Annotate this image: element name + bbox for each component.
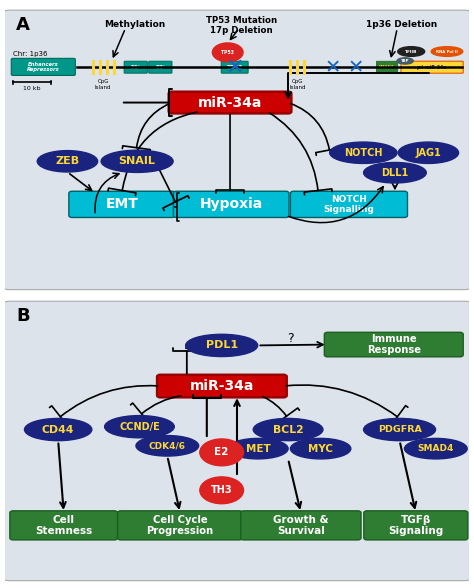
Text: NOTCH: NOTCH bbox=[344, 148, 383, 158]
Text: JAG1: JAG1 bbox=[416, 148, 441, 158]
FancyBboxPatch shape bbox=[69, 191, 175, 218]
Text: Growth &
Survival: Growth & Survival bbox=[273, 514, 328, 536]
Text: CpG
Island: CpG Island bbox=[95, 79, 111, 90]
Text: TBP: TBP bbox=[401, 59, 410, 63]
Text: RNA Pol II: RNA Pol II bbox=[436, 49, 458, 54]
Circle shape bbox=[200, 477, 244, 504]
Text: pri-miR-34a: pri-miR-34a bbox=[417, 65, 447, 70]
Ellipse shape bbox=[404, 439, 467, 459]
Text: ✕: ✕ bbox=[324, 58, 340, 77]
Text: DLL1: DLL1 bbox=[381, 168, 409, 178]
FancyBboxPatch shape bbox=[124, 61, 147, 73]
Ellipse shape bbox=[398, 46, 425, 56]
Text: TGFβ
Signaling: TGFβ Signaling bbox=[388, 514, 444, 536]
FancyBboxPatch shape bbox=[2, 301, 472, 581]
Text: E2': E2' bbox=[155, 65, 165, 70]
FancyBboxPatch shape bbox=[173, 191, 289, 218]
FancyBboxPatch shape bbox=[118, 511, 243, 540]
Text: NOTCH
Signalling: NOTCH Signalling bbox=[324, 195, 374, 214]
FancyBboxPatch shape bbox=[291, 191, 408, 218]
FancyBboxPatch shape bbox=[324, 332, 463, 357]
Ellipse shape bbox=[186, 335, 258, 356]
Text: PDL1: PDL1 bbox=[206, 340, 238, 350]
FancyBboxPatch shape bbox=[2, 10, 472, 290]
FancyBboxPatch shape bbox=[401, 61, 463, 73]
FancyBboxPatch shape bbox=[169, 92, 292, 113]
Text: TFIIB: TFIIB bbox=[405, 49, 418, 54]
Text: TP53 Mutation
17p Deletion: TP53 Mutation 17p Deletion bbox=[206, 16, 277, 35]
FancyBboxPatch shape bbox=[241, 511, 361, 540]
Ellipse shape bbox=[431, 46, 463, 56]
Text: miR-34a: miR-34a bbox=[198, 96, 262, 109]
Text: Methylation: Methylation bbox=[104, 20, 165, 29]
Text: E2: E2 bbox=[214, 447, 229, 457]
Text: CCND/E: CCND/E bbox=[119, 422, 160, 432]
Text: MYC: MYC bbox=[308, 444, 333, 454]
Ellipse shape bbox=[364, 419, 436, 440]
Ellipse shape bbox=[364, 162, 426, 183]
FancyBboxPatch shape bbox=[157, 375, 287, 397]
Ellipse shape bbox=[136, 436, 199, 456]
Text: Immune
Response: Immune Response bbox=[367, 334, 421, 355]
Text: ZEB: ZEB bbox=[55, 156, 80, 166]
Circle shape bbox=[200, 439, 244, 466]
Text: ?: ? bbox=[287, 332, 294, 345]
Text: TP53: TP53 bbox=[221, 50, 234, 55]
Text: ✕: ✕ bbox=[347, 58, 364, 77]
Ellipse shape bbox=[397, 58, 413, 64]
Text: Hypoxia: Hypoxia bbox=[200, 198, 263, 211]
Text: PDGFRA: PDGFRA bbox=[378, 425, 421, 434]
FancyBboxPatch shape bbox=[221, 61, 248, 73]
Text: Cell Cycle
Progression: Cell Cycle Progression bbox=[146, 514, 214, 536]
Text: 10 kb: 10 kb bbox=[23, 86, 41, 91]
Text: Enhancers
Repressors: Enhancers Repressors bbox=[27, 62, 60, 72]
Ellipse shape bbox=[291, 439, 351, 459]
Text: CD44: CD44 bbox=[42, 425, 74, 435]
Text: B: B bbox=[16, 307, 30, 325]
Text: Chr: 1p36: Chr: 1p36 bbox=[13, 51, 47, 58]
FancyBboxPatch shape bbox=[364, 511, 468, 540]
Ellipse shape bbox=[253, 419, 323, 440]
Text: ✕: ✕ bbox=[225, 58, 244, 78]
FancyBboxPatch shape bbox=[376, 61, 398, 73]
Text: TP53: TP53 bbox=[227, 65, 243, 70]
Ellipse shape bbox=[228, 439, 288, 459]
Text: Cell
Stemness: Cell Stemness bbox=[35, 514, 92, 536]
FancyBboxPatch shape bbox=[149, 61, 172, 73]
Text: TH3: TH3 bbox=[211, 485, 232, 495]
FancyBboxPatch shape bbox=[10, 511, 118, 540]
Text: A: A bbox=[16, 16, 30, 34]
Text: 1p36 Deletion: 1p36 Deletion bbox=[366, 20, 438, 29]
Ellipse shape bbox=[101, 150, 173, 172]
Text: CDK4/6: CDK4/6 bbox=[149, 442, 186, 450]
FancyBboxPatch shape bbox=[11, 58, 75, 75]
Text: CpG
Island: CpG Island bbox=[289, 79, 306, 90]
Text: MET: MET bbox=[246, 444, 270, 454]
Text: SMAD2: SMAD2 bbox=[379, 65, 395, 69]
Text: SNAIL: SNAIL bbox=[118, 156, 155, 166]
Ellipse shape bbox=[25, 419, 92, 440]
Ellipse shape bbox=[105, 416, 174, 438]
Circle shape bbox=[212, 43, 243, 62]
Text: BCL2: BCL2 bbox=[273, 425, 303, 435]
Text: E1': E1' bbox=[131, 65, 141, 70]
Text: EMT: EMT bbox=[106, 198, 138, 211]
Ellipse shape bbox=[398, 142, 458, 163]
Ellipse shape bbox=[37, 151, 98, 172]
Ellipse shape bbox=[330, 142, 397, 163]
Text: SMAD4: SMAD4 bbox=[418, 444, 454, 453]
Text: miR-34a: miR-34a bbox=[190, 379, 254, 393]
